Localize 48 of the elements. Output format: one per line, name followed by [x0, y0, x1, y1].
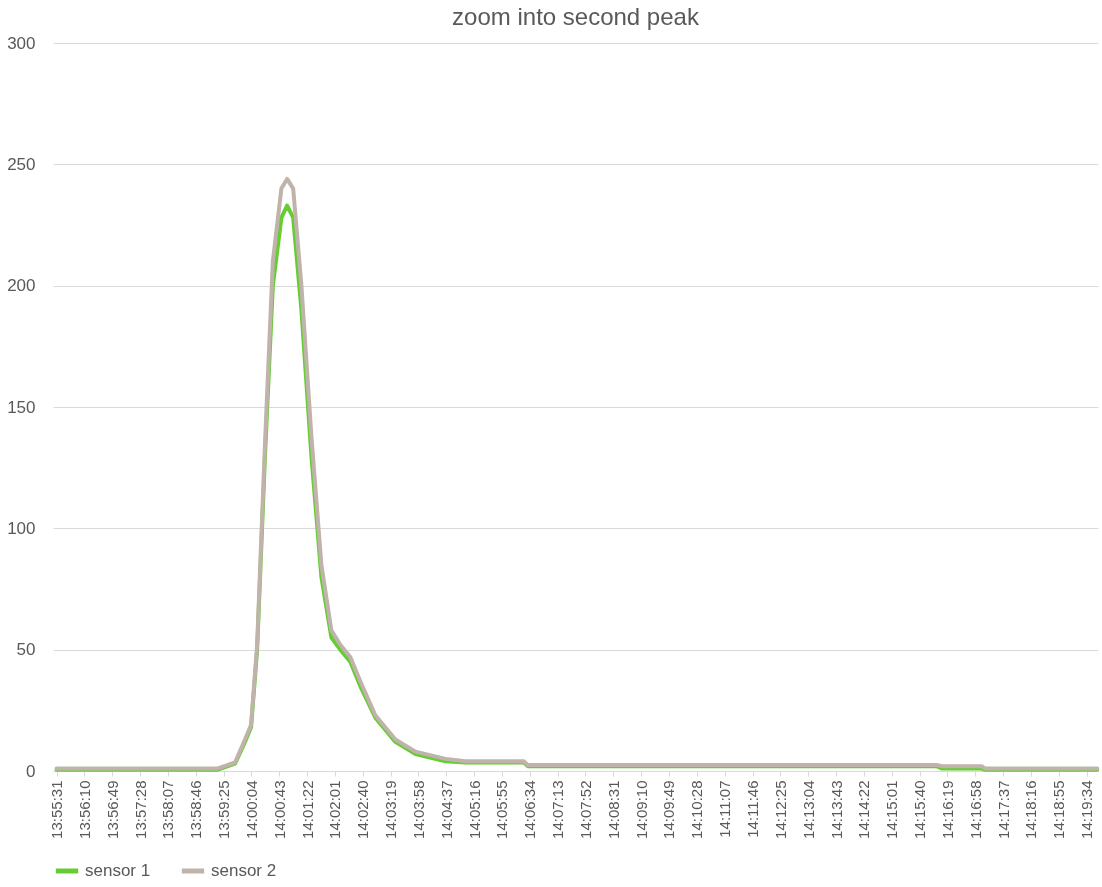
legend-label: sensor 2 [211, 861, 277, 880]
x-tick-label: 14:03:58 [409, 780, 427, 839]
x-tick-label: 14:00:43 [270, 780, 288, 839]
x-tick-label: 14:09:49 [660, 780, 678, 839]
x-tick-label: 14:06:34 [521, 780, 539, 839]
x-tick-label: 14:17:37 [994, 780, 1012, 839]
x-tick-label: 14:04:37 [437, 780, 455, 839]
x-tick-label: 14:13:43 [827, 780, 845, 839]
x-tick-label: 14:03:19 [382, 780, 400, 839]
y-tick-label: 0 [26, 761, 36, 781]
y-tick-label: 100 [7, 518, 36, 538]
y-tick-label: 50 [16, 640, 36, 660]
x-tick-label: 14:12:25 [771, 780, 789, 839]
x-tick-label: 14:13:04 [799, 780, 817, 839]
x-tick-label: 14:11:07 [716, 780, 734, 838]
x-tick-label: 14:07:52 [576, 780, 594, 839]
x-tick-label: 14:07:13 [549, 780, 567, 839]
x-tick-label: 13:56:10 [75, 780, 93, 839]
x-tick-label: 14:05:16 [465, 780, 483, 839]
x-tick-label: 14:09:10 [632, 780, 650, 839]
x-tick-label: 14:00:04 [242, 780, 260, 839]
x-tick-label: 14:08:31 [604, 780, 622, 839]
x-tick-label: 14:18:16 [1022, 780, 1040, 839]
x-tick-label: 14:19:34 [1078, 780, 1096, 839]
x-tick-label: 14:15:01 [883, 780, 901, 839]
x-tick-label: 13:56:49 [103, 780, 121, 839]
x-tick-label: 14:11:46 [744, 780, 762, 838]
x-tick-label: 13:58:46 [187, 780, 205, 839]
x-tick-label: 13:58:07 [159, 780, 177, 839]
y-tick-label: 200 [7, 276, 36, 296]
x-tick-label: 14:05:55 [493, 780, 511, 839]
y-tick-label: 250 [7, 154, 36, 174]
x-tick-label: 14:14:22 [855, 780, 873, 839]
y-tick-label: 300 [7, 33, 36, 53]
x-tick-label: 14:02:40 [354, 780, 372, 839]
x-tick-label: 14:10:28 [688, 780, 706, 839]
x-tick-label: 14:18:55 [1050, 780, 1068, 839]
x-tick-label: 13:59:25 [215, 780, 233, 839]
x-tick-label: 13:57:28 [131, 780, 149, 839]
x-tick-label: 14:16:19 [938, 780, 956, 839]
x-tick-label: 14:16:58 [966, 780, 984, 839]
legend-label: sensor 1 [85, 861, 151, 880]
y-tick-label: 150 [7, 397, 36, 417]
chart-title: zoom into second peak [452, 3, 700, 30]
x-tick-label: 14:01:22 [298, 780, 316, 839]
x-tick-label: 14:15:40 [911, 780, 929, 839]
x-tick-label: 14:02:01 [326, 780, 344, 839]
x-tick-label: 13:55:31 [48, 780, 66, 839]
